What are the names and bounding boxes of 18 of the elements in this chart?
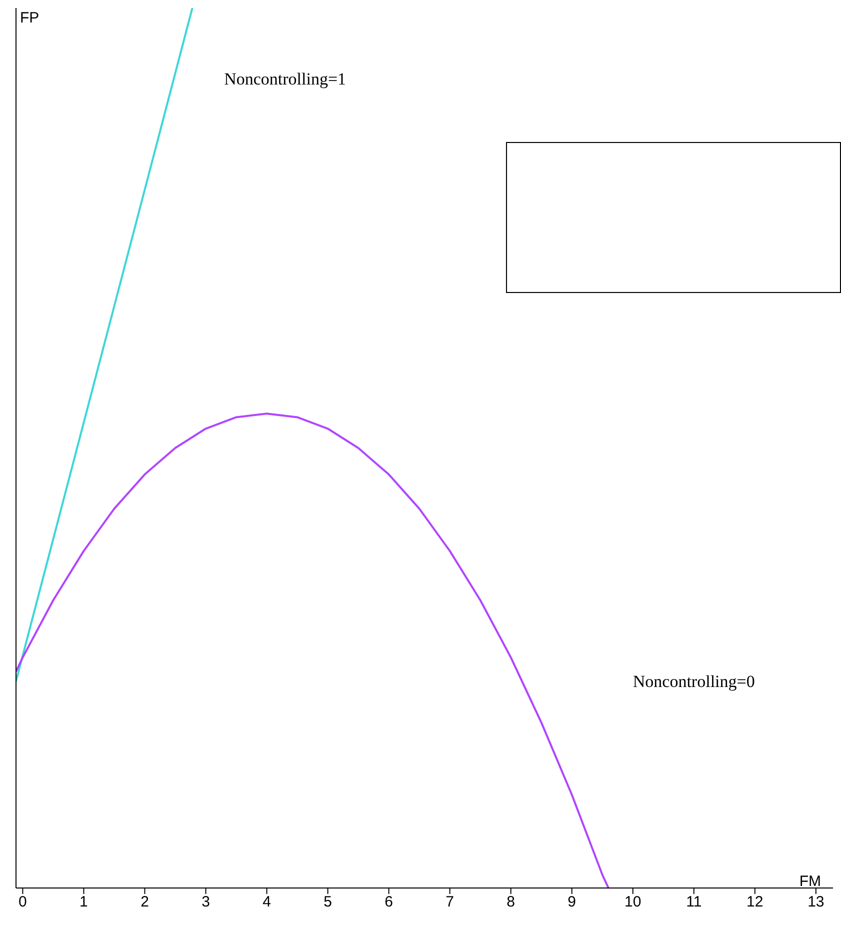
x-tick-label: 2 (140, 894, 149, 911)
x-tick-label: 12 (746, 894, 764, 911)
x-tick-label: 11 (686, 894, 702, 911)
text: Noncontrolling=1 (224, 69, 346, 88)
x-tick-label: 10 (624, 894, 642, 911)
x-axis-title: FM (799, 873, 821, 890)
x-tick-label: 4 (262, 894, 271, 911)
x-tick-label: 8 (506, 894, 516, 911)
y-axis-title: FP (20, 10, 40, 27)
x-tick-label: 13 (808, 894, 824, 911)
text: Noncontrolling=0 (632, 672, 755, 692)
x-tick-label: 7 (446, 894, 454, 911)
x-tick-label: 3 (202, 894, 210, 911)
x-tick-label: 9 (568, 894, 576, 911)
x-tick-label: 1 (80, 894, 88, 911)
x-tick-label: 0 (18, 894, 27, 911)
x-tick-label: 5 (324, 894, 332, 911)
x-tick-label: 6 (384, 894, 393, 911)
